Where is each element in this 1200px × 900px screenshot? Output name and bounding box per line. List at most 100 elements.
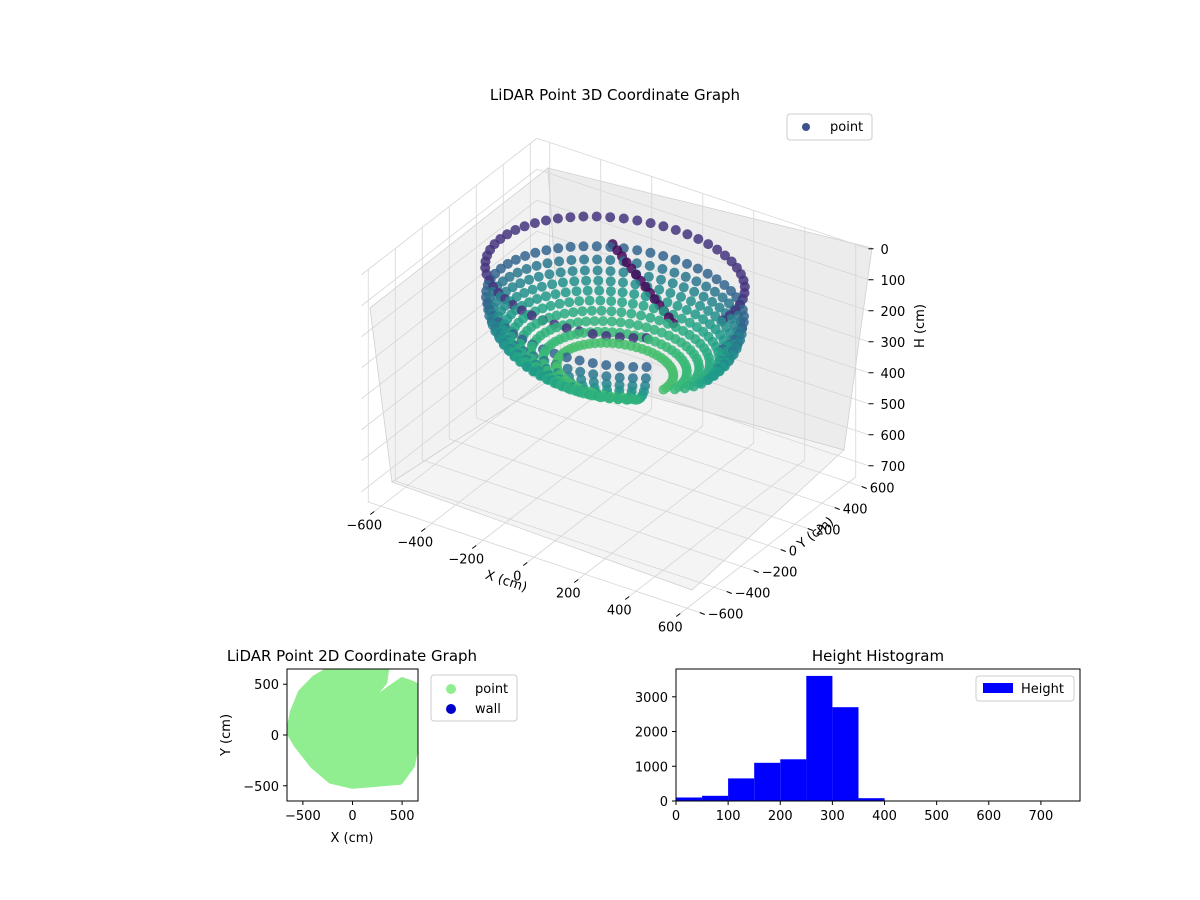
x-tick-label-histogram: 600 [976, 809, 1001, 824]
legend-2d-label-point: point [475, 682, 508, 697]
point-3d [541, 215, 551, 226]
legend-2d: point wall [430, 674, 518, 722]
point-3d [598, 316, 609, 327]
z-axis-ticks-3d: 0 100 200 300 400 500 600 700 [868, 243, 906, 475]
point-3d [682, 229, 693, 240]
point-3d [702, 268, 713, 279]
point-3d [577, 306, 588, 317]
point-3d [617, 297, 628, 308]
y-tick-3d [753, 570, 759, 573]
point-3d [605, 212, 616, 223]
point-3d [707, 296, 718, 307]
point-3d [689, 286, 700, 297]
point-3d [626, 308, 637, 319]
x-tick-label-3d: −200 [448, 553, 484, 568]
point-3d [574, 355, 585, 366]
point-3d [606, 306, 617, 317]
point-3d [566, 255, 577, 266]
point-3d [582, 285, 593, 296]
point-3d [532, 294, 543, 304]
point-3d [553, 243, 564, 254]
point-3d [614, 372, 625, 383]
point-3d [592, 254, 603, 265]
z-tick-label-3d: 200 [881, 305, 906, 320]
legend-3d-label-point: point [830, 120, 863, 135]
z-tick-label-3d: 100 [881, 274, 906, 289]
point-3d [670, 225, 681, 235]
point-3d [648, 303, 659, 314]
point-3d [641, 362, 652, 372]
point-3d [592, 265, 603, 276]
point-3d [703, 305, 714, 316]
y-tick-3d [807, 528, 813, 531]
x-tick-label-3d: 200 [556, 587, 581, 602]
point-3d [601, 360, 612, 371]
histogram-bar [754, 762, 781, 801]
point-3d [520, 251, 531, 261]
grid-line-floor-x [578, 442, 754, 580]
point-3d [605, 266, 616, 277]
point-3d [596, 305, 607, 316]
point-3d [628, 333, 639, 343]
point-3d [629, 289, 640, 300]
point-3d [690, 309, 701, 320]
point-3d [551, 310, 562, 321]
point-3d [591, 241, 602, 252]
y-axis-ticks-histogram: 0 1000 2000 3000 [635, 691, 676, 810]
point-3d [676, 313, 687, 324]
point-3d [527, 284, 538, 295]
point-3d [606, 296, 617, 307]
y-tick-label-histogram: 0 [660, 795, 668, 810]
point-3d [555, 267, 566, 278]
legend-2d-marker-wall [446, 704, 456, 714]
x-tick-3d [675, 613, 681, 617]
point-3d [616, 307, 627, 318]
point-3d [519, 221, 530, 232]
point-3d [587, 358, 598, 369]
point-3d [579, 265, 590, 276]
legend-2d-label-wall: wall [475, 702, 501, 717]
point-cloud-3d [480, 211, 750, 405]
point-3d [541, 245, 552, 256]
point-3d [645, 218, 656, 229]
grid-line-floor-y [476, 417, 808, 529]
point-3d [643, 271, 654, 282]
z-tick-label-3d: 700 [881, 460, 906, 475]
point-3d [712, 244, 723, 255]
point-3d [720, 250, 730, 261]
point-3d [575, 366, 586, 377]
point-3d [594, 285, 605, 296]
point-3d [614, 361, 625, 372]
point-3d [587, 329, 598, 339]
point-3d [649, 324, 660, 335]
point-3d [658, 384, 669, 395]
point-3d [552, 213, 563, 224]
pane-floor [391, 371, 845, 591]
y-tick-label-2d: 500 [254, 678, 279, 693]
point-3d [595, 295, 606, 306]
point-3d [665, 288, 676, 298]
point-3d [636, 310, 646, 321]
x-tick-label-histogram: 0 [672, 809, 680, 824]
grid-line-floor-x [680, 476, 856, 614]
y-axis-label-2d: Y (cm) [219, 714, 234, 757]
x-tick-label-3d: 400 [607, 604, 632, 619]
point-3d [654, 284, 665, 295]
point-3d [656, 274, 666, 285]
point-3d [581, 316, 592, 327]
y-tick-label-3d: 600 [870, 482, 895, 497]
x-tick-3d [624, 596, 630, 600]
y-tick-3d [699, 612, 705, 615]
y-tick-3d [726, 591, 732, 594]
point-3d [681, 305, 692, 315]
z-tick-label-3d: 600 [881, 429, 906, 444]
point-3d [701, 281, 712, 292]
point-3d [604, 393, 615, 404]
x-tick-label-2d: −500 [285, 809, 321, 824]
point-3d [640, 291, 651, 302]
grid-line-floor-y [503, 396, 835, 508]
point-3d [630, 394, 641, 405]
point-3d [688, 381, 699, 392]
x-tick-label-histogram: 500 [924, 809, 949, 824]
y-tick-label-2d: −500 [243, 780, 279, 795]
